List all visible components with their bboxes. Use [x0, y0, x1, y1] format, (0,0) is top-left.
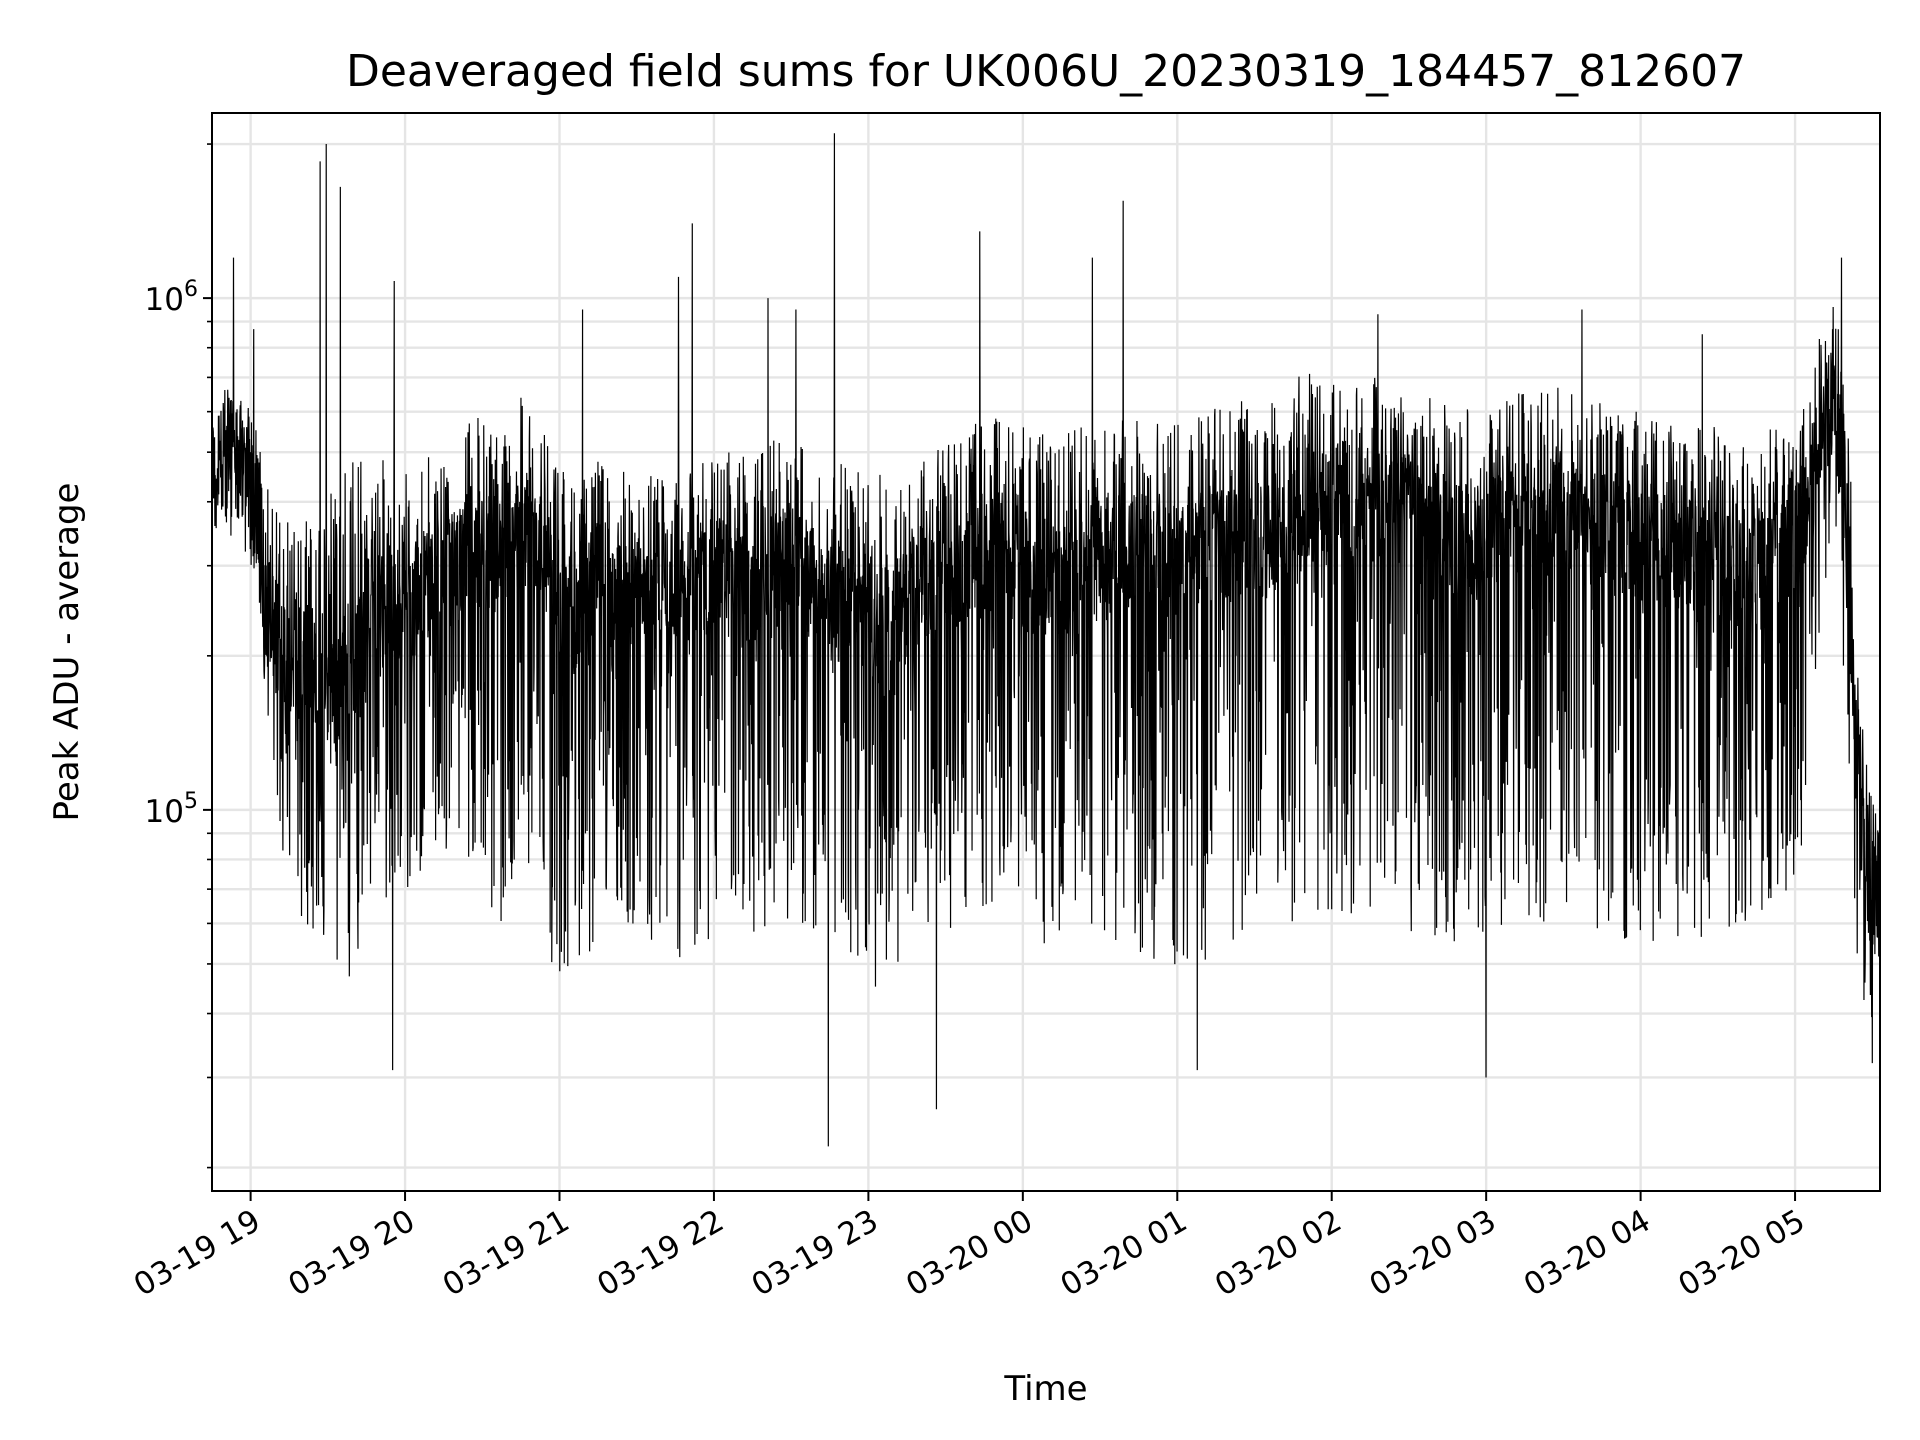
- x-axis-title: Time: [1003, 1369, 1087, 1409]
- series-layer: [211, 133, 1881, 1147]
- x-tick-label: 03-20 00: [900, 1203, 1039, 1304]
- x-tick-label: 03-19 19: [128, 1203, 267, 1304]
- chart-title: Deaveraged field sums for UK006U_2023031…: [346, 46, 1746, 97]
- x-tick-label: 03-20 05: [1672, 1203, 1811, 1304]
- x-tick-label: 03-20 03: [1363, 1203, 1502, 1304]
- x-tick-label: 03-20 04: [1518, 1203, 1657, 1304]
- x-tick-label: 03-19 23: [746, 1203, 885, 1304]
- x-tick-label: 03-20 01: [1055, 1203, 1194, 1304]
- x-tick-label: 03-19 21: [437, 1203, 576, 1304]
- x-tick-label: 03-20 02: [1209, 1203, 1348, 1304]
- plot-frame: [211, 112, 1881, 1192]
- y-tick-label: 106: [145, 277, 198, 318]
- y-tick-label: 105: [145, 789, 198, 830]
- series-line-peak-adu: [211, 133, 1881, 1147]
- x-tick-label: 03-19 20: [282, 1203, 421, 1304]
- x-tick-label: 03-19 22: [591, 1203, 730, 1304]
- y-axis-title: Peak ADU - average: [47, 483, 87, 822]
